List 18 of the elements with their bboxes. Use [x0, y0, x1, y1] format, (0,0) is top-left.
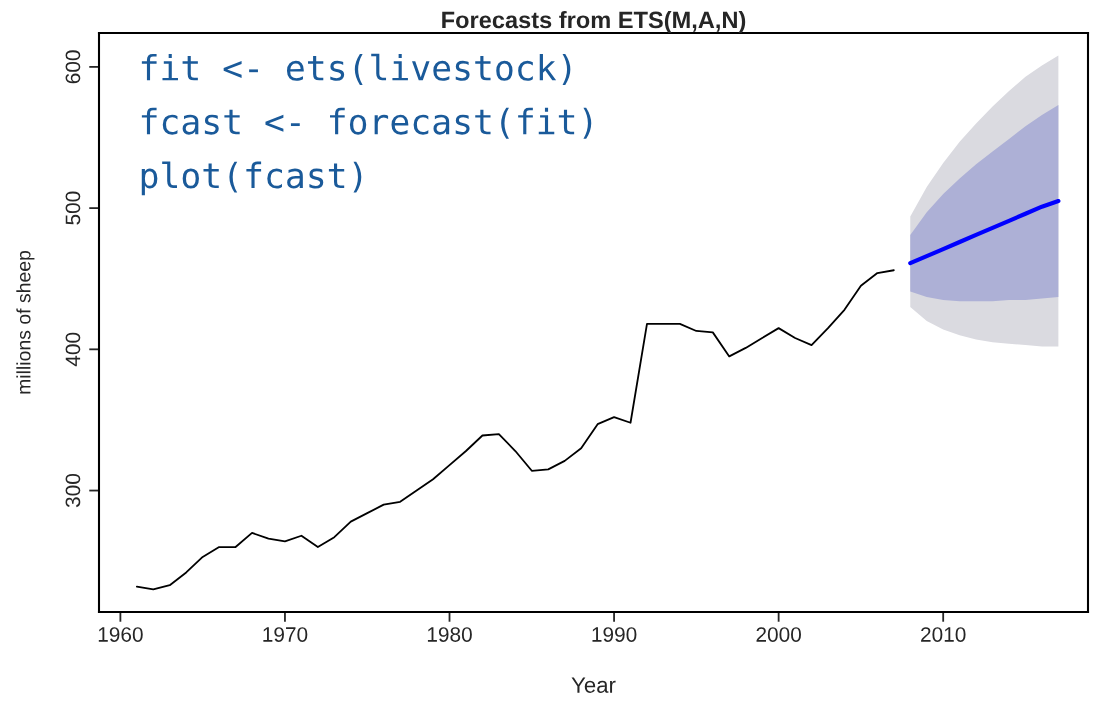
line-series — [908, 198, 1061, 266]
line-series — [135, 269, 895, 591]
y-tick-label: 500 — [65, 191, 81, 225]
annotation: fcast <- forecast(fit) — [141, 107, 592, 139]
y-tick-label: 600 — [65, 50, 81, 84]
x-axis-title: Year — [571, 677, 616, 693]
x-tick-label: 1980 — [427, 627, 472, 642]
annotation: fit <- ets(livestock) — [141, 53, 571, 85]
y-axis-title: millions of sheep — [16, 250, 35, 394]
y-tick-label: 300 — [65, 473, 81, 508]
annotation: plot(fcast) — [141, 161, 362, 196]
x-tick-label: 2010 — [921, 627, 966, 642]
chart-title: Forecasts from ETS(M,A,N) — [442, 10, 746, 33]
x-tick-label: 1990 — [592, 627, 637, 642]
x-tick-label: 1970 — [263, 627, 308, 642]
x-tick-label: 1960 — [98, 627, 143, 642]
y-tick-label: 400 — [65, 332, 81, 367]
x-tick-label: 2000 — [756, 627, 801, 642]
